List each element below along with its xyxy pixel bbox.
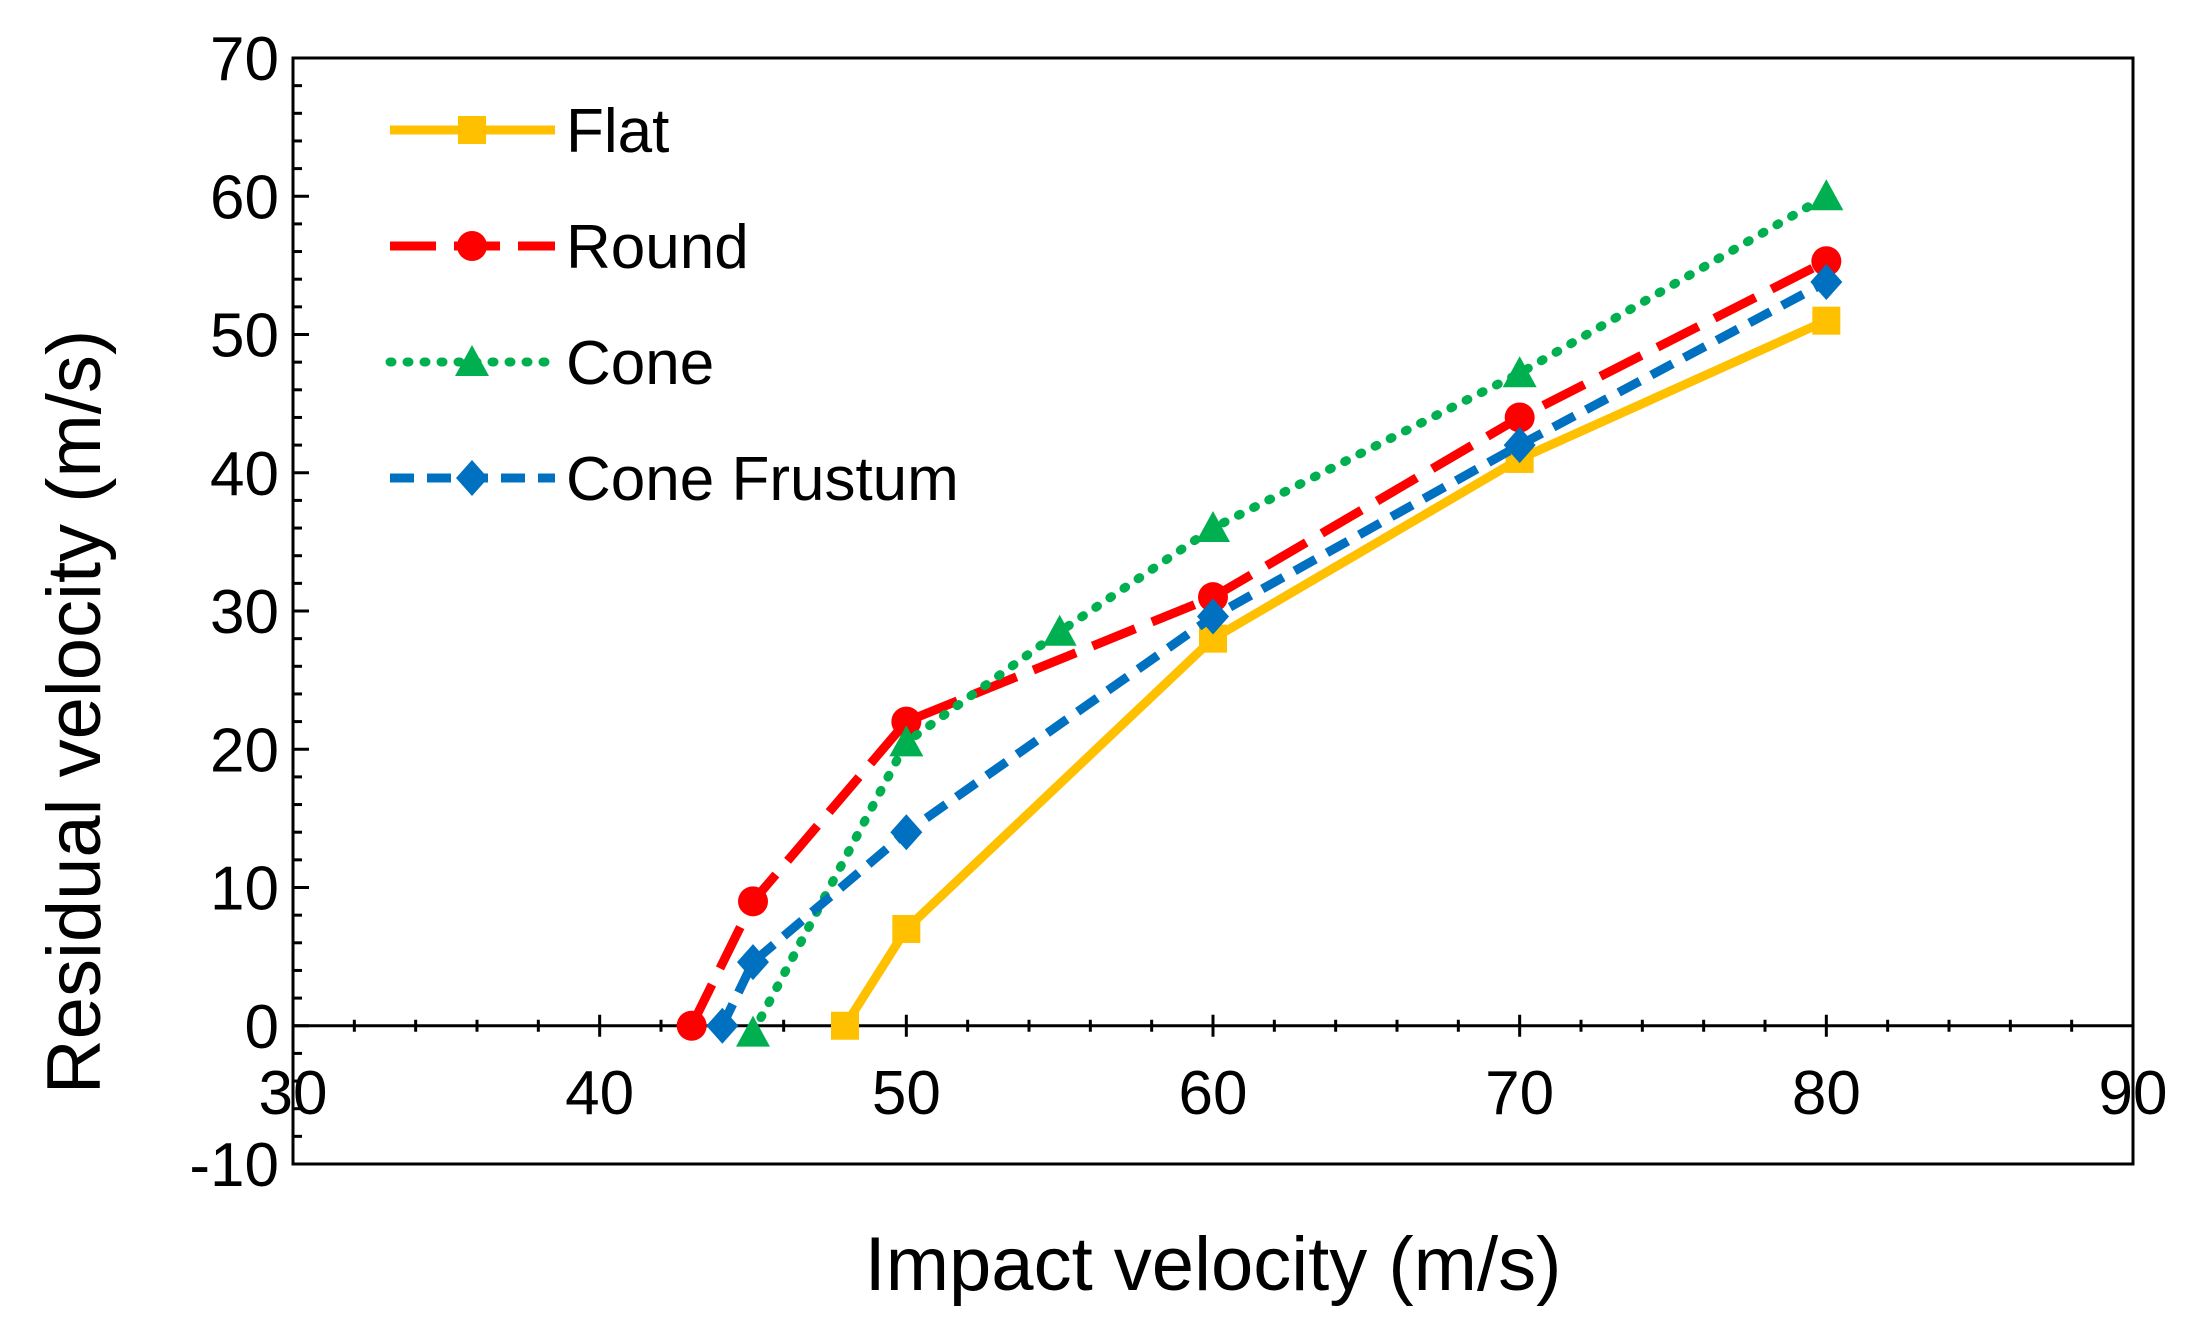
data-point-flat	[1812, 306, 1841, 335]
legend-item-flat: Flat	[390, 97, 669, 166]
y-tick-label: -10	[189, 1131, 279, 1200]
data-point-round	[738, 886, 768, 917]
data-point-cone	[1196, 511, 1230, 543]
series-line-cone	[748, 191, 1831, 1038]
legend-item-cone-frustum: Cone Frustum	[390, 445, 959, 514]
y-tick-label: 70	[210, 25, 279, 94]
data-point-cone-frustum	[890, 814, 923, 851]
y-tick-label: 10	[210, 855, 279, 924]
data-point-round	[1811, 246, 1842, 277]
series-cone	[736, 179, 1844, 1047]
legend-item-cone: Cone	[385, 329, 714, 398]
y-tick-label: 60	[210, 163, 279, 232]
x-tick-label: 60	[1179, 1059, 1248, 1128]
legend-marker-flat	[458, 116, 486, 144]
data-point-cone-frustum	[1197, 598, 1229, 635]
axes: 30 40 50 60 70 80 90 -10 0 10 20 30 40 50 60 70	[189, 25, 2167, 1200]
legend-item-round: Round	[390, 213, 749, 282]
x-tick-label: 90	[2099, 1059, 2168, 1128]
data-point-cone	[889, 725, 924, 757]
legend-marker-round	[457, 231, 487, 261]
y-tick-label: 20	[210, 716, 279, 785]
x-tick-label: 50	[872, 1059, 941, 1128]
x-tick-label: 30	[259, 1059, 328, 1128]
x-tick-label: 40	[565, 1059, 634, 1128]
series-line-round	[687, 257, 1829, 1028]
data-point-round	[891, 706, 922, 737]
data-point-flat	[892, 914, 921, 943]
legend-marker-cone-frustum	[456, 460, 488, 496]
legend-label-cone-frustum: Cone Frustum	[566, 445, 959, 514]
data-point-cone-frustum	[1503, 427, 1536, 464]
x-tick-label: 80	[1792, 1059, 1861, 1128]
data-point-cone-frustum	[737, 944, 769, 981]
x-axis-title: Impact velocity (m/s)	[865, 1222, 1562, 1307]
data-point-cone	[1809, 179, 1844, 211]
y-tick-label: 0	[245, 993, 279, 1062]
data-point-cone-frustum	[1810, 263, 1843, 300]
data-point-cone	[1502, 356, 1537, 388]
data-point-cone-frustum	[706, 1007, 739, 1044]
data-point-round	[1198, 582, 1228, 613]
y-tick-label: 50	[210, 302, 279, 371]
data-point-cone	[736, 1015, 770, 1047]
data-point-flat	[831, 1011, 859, 1040]
data-point-round	[1504, 402, 1535, 433]
legend-label-round: Round	[566, 213, 749, 282]
legend-label-cone: Cone	[566, 329, 714, 398]
series-layer	[676, 179, 1844, 1047]
y-axis-title: Residual velocity (m/s)	[32, 330, 117, 1094]
data-point-round	[676, 1010, 707, 1041]
x-tick-label: 70	[1485, 1059, 1554, 1128]
data-point-cone	[1042, 614, 1077, 646]
legend-label-flat: Flat	[566, 97, 669, 166]
y-tick-label: 30	[210, 578, 279, 647]
legend-marker-cone	[455, 345, 489, 376]
series-flat	[831, 306, 1841, 1040]
series-round	[676, 246, 1842, 1041]
series-line-flat	[841, 316, 1829, 1029]
series-cone-frustum	[706, 263, 1843, 1044]
legend: Flat Round Cone Cone Frustum	[385, 97, 959, 514]
y-tick-label: 40	[210, 440, 279, 509]
